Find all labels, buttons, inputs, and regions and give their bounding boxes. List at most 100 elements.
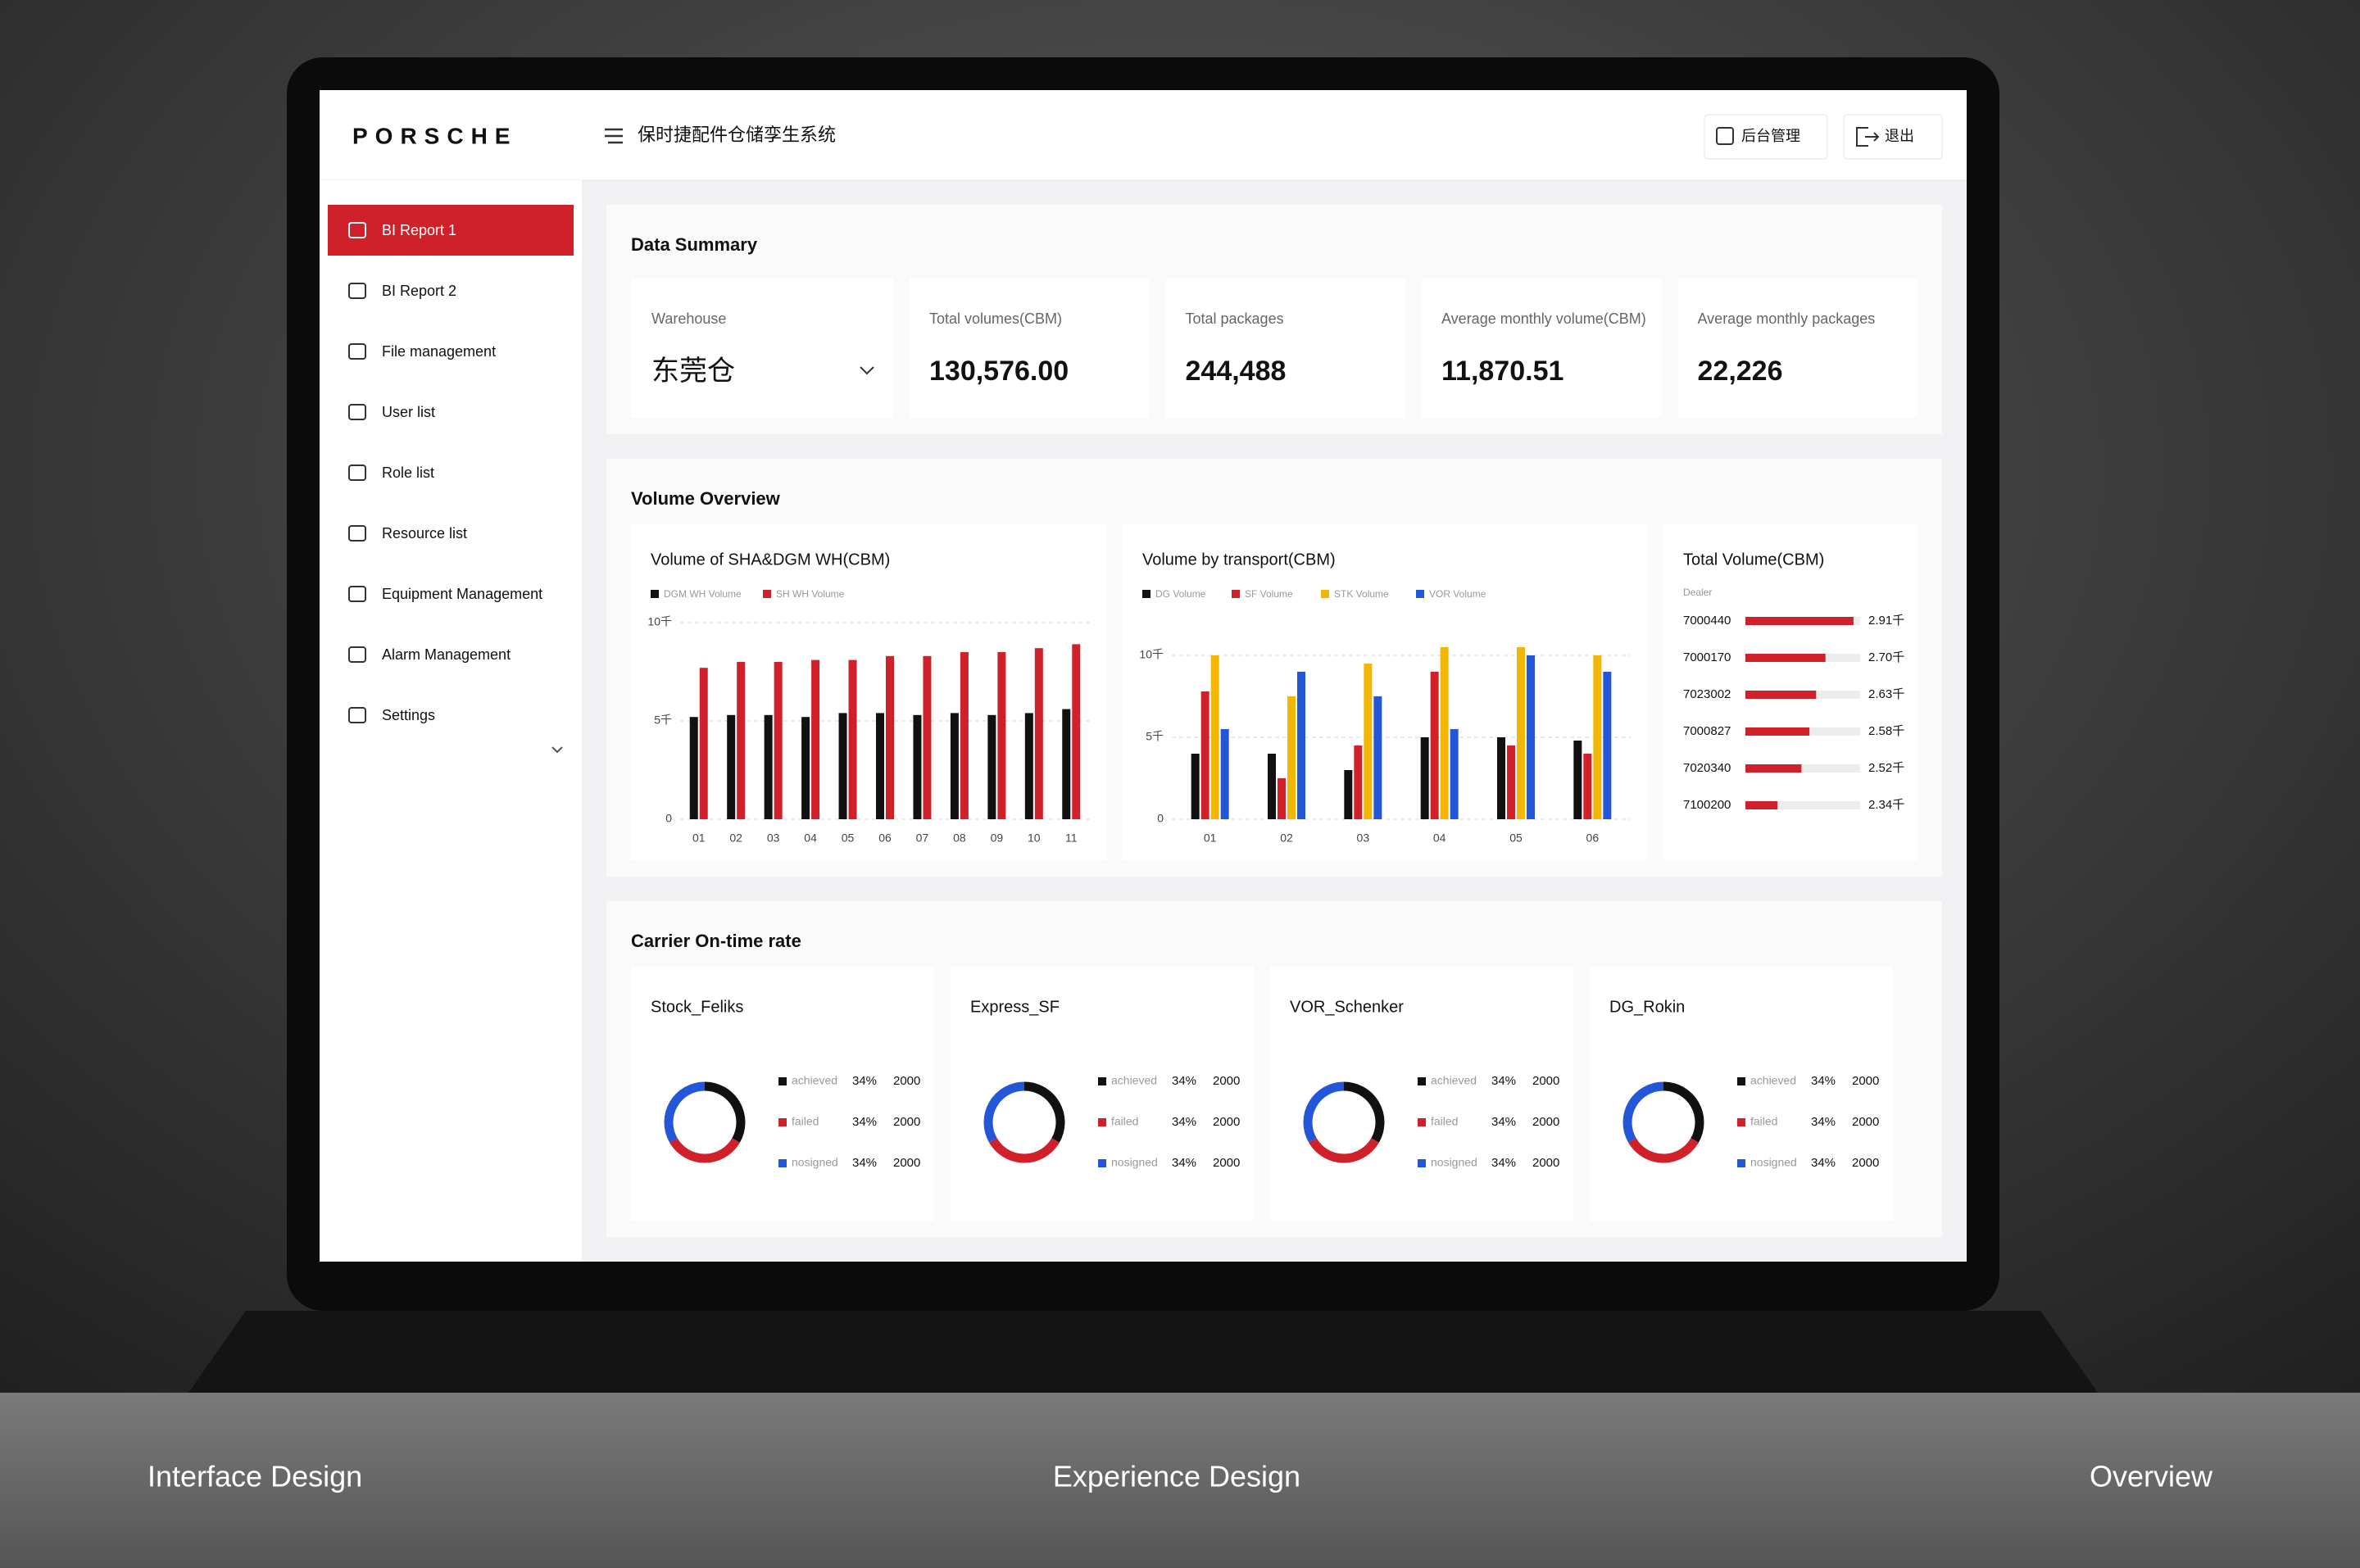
summary-label: Total packages: [1186, 310, 1284, 327]
logout-button[interactable]: 退出: [1885, 128, 1914, 144]
sidebar: [320, 180, 582, 1262]
donut-segment: [1343, 1081, 1385, 1143]
y-tick-label: 5千: [654, 714, 672, 727]
footer-label: Interface Design: [148, 1460, 362, 1493]
summary-label: Total volumes(CBM): [929, 310, 1062, 327]
legend-swatch: [778, 1159, 787, 1167]
summary-value: 130,576.00: [929, 356, 1069, 387]
count-label: 2000: [1852, 1156, 1879, 1170]
legend-swatch: [1142, 590, 1150, 598]
value-label: 34%: [1491, 1074, 1516, 1088]
legend-label: DGM WH Volume: [664, 588, 742, 600]
dashboard: PORSCHE 保时捷配件仓储孪生系统 后台管理 退出 Data Summary…: [320, 90, 1967, 1262]
sidebar-item[interactable]: File management: [382, 343, 496, 360]
footer-label: Experience Design: [1053, 1460, 1300, 1493]
bar: [1583, 754, 1592, 819]
bar: [1200, 691, 1210, 819]
sidebar-icon: [348, 222, 366, 238]
bar: [1745, 801, 1778, 809]
bar-track: [1745, 764, 1860, 773]
sidebar-icon: [348, 707, 366, 723]
count-label: 2000: [1532, 1156, 1559, 1170]
legend-swatch: [1737, 1159, 1745, 1167]
bar: [960, 652, 969, 819]
legend-label: nosigned: [1750, 1156, 1797, 1169]
donut-segment: [1663, 1081, 1704, 1143]
legend-label: nosigned: [792, 1156, 838, 1169]
count-label: 2000: [1213, 1115, 1240, 1129]
sidebar-item[interactable]: User list: [382, 404, 435, 420]
category-label: 7000170: [1683, 650, 1731, 664]
bar: [997, 652, 1006, 819]
donut-segment: [1303, 1081, 1345, 1143]
legend-swatch: [778, 1118, 787, 1126]
legend-label: VOR Volume: [1429, 588, 1486, 600]
warehouse-value[interactable]: 东莞仓: [651, 356, 735, 387]
bar: [1440, 647, 1449, 819]
summary-card: [910, 279, 1150, 418]
legend-label: achieved: [1431, 1074, 1477, 1087]
sidebar-item[interactable]: Role list: [382, 465, 434, 481]
value-label: 34%: [852, 1156, 877, 1170]
admin-button[interactable]: 后台管理: [1741, 128, 1800, 144]
legend-swatch: [1416, 590, 1424, 598]
count-label: 2000: [893, 1115, 920, 1129]
value-label: 34%: [852, 1115, 877, 1129]
bar: [987, 714, 996, 819]
bar: [1354, 745, 1363, 819]
donut-segment: [669, 1138, 740, 1163]
sidebar-item[interactable]: Alarm Management: [382, 646, 511, 663]
legend-swatch: [1418, 1159, 1426, 1167]
x-tick-label: 04: [804, 832, 817, 845]
footer-label: Overview: [2090, 1460, 2213, 1493]
donut-segment: [1628, 1138, 1699, 1163]
bar: [923, 655, 932, 819]
menu-icon: [605, 128, 623, 144]
chart-title: Express_SF: [970, 998, 1060, 1016]
dropdown-chevron[interactable]: [860, 366, 874, 375]
logout-button-frame[interactable]: [1843, 114, 1943, 160]
count-label: 2000: [1532, 1115, 1559, 1129]
legend-label: achieved: [1750, 1074, 1796, 1087]
bar: [1745, 654, 1826, 662]
admin-icon: [1716, 127, 1734, 145]
x-tick-label: 02: [1280, 832, 1293, 845]
bar: [811, 659, 820, 819]
sidebar-item[interactable]: Equipment Management: [382, 586, 542, 602]
count-label: 2000: [1213, 1156, 1240, 1170]
sidebar-item[interactable]: Settings: [382, 707, 435, 723]
chart-title: DG_Rokin: [1609, 998, 1685, 1016]
donut-segment: [1309, 1138, 1379, 1163]
legend-label: SH WH Volume: [776, 588, 845, 600]
sidebar-item[interactable]: BI Report 2: [382, 283, 456, 299]
warehouse-card[interactable]: [631, 279, 893, 418]
summary-value: 11,870.51: [1441, 356, 1564, 387]
sidebar-icon: [348, 404, 366, 420]
legend-swatch: [763, 590, 771, 598]
legend-swatch: [1098, 1118, 1106, 1126]
bar: [1297, 672, 1305, 819]
bar: [913, 714, 922, 819]
admin-button-frame[interactable]: [1704, 114, 1828, 160]
summary-label: Average monthly volume(CBM): [1441, 310, 1646, 327]
sidebar-item[interactable]: BI Report 1: [382, 222, 456, 238]
y-tick-label: 0: [1157, 812, 1164, 825]
category-label: 7000827: [1683, 724, 1731, 738]
bar: [1745, 764, 1802, 773]
category-label: 7100200: [1683, 798, 1731, 812]
bar: [1210, 655, 1219, 819]
legend-swatch: [1232, 590, 1240, 598]
bar: [1745, 727, 1810, 736]
sidebar-item[interactable]: Resource list: [382, 525, 467, 542]
bar: [737, 662, 746, 819]
summary-value: 22,226: [1698, 356, 1783, 387]
sidebar-icon: [348, 586, 366, 602]
bar: [774, 662, 783, 819]
y-tick-label: 10千: [647, 615, 672, 628]
legend-swatch: [651, 590, 659, 598]
x-tick-label: 09: [991, 832, 1004, 845]
warehouse-label: Warehouse: [651, 310, 726, 327]
x-tick-label: 07: [916, 832, 929, 845]
bar: [1062, 709, 1071, 819]
bar: [838, 713, 847, 819]
